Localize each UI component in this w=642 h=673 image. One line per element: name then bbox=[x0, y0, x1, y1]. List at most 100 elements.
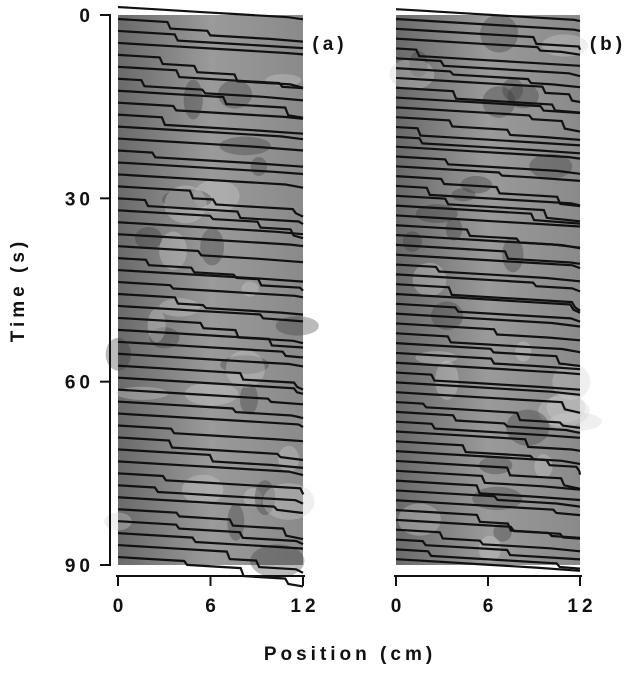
y-tick-label: 0 bbox=[79, 6, 94, 27]
slip-line bbox=[395, 27, 582, 51]
image-shade bbox=[183, 79, 203, 120]
slip-line bbox=[395, 391, 581, 414]
slip-line bbox=[395, 469, 581, 491]
slip-line bbox=[395, 538, 581, 561]
slip-line bbox=[117, 376, 304, 395]
slip-line bbox=[395, 292, 581, 314]
slip-line bbox=[395, 106, 581, 133]
slip-line bbox=[395, 233, 581, 249]
slip-line bbox=[117, 400, 304, 420]
slip-line bbox=[395, 67, 581, 89]
slip-line bbox=[117, 113, 304, 135]
slip-line bbox=[395, 420, 581, 439]
image-shade bbox=[460, 175, 493, 194]
slip-line bbox=[395, 86, 581, 114]
slip-line bbox=[395, 371, 581, 391]
slip-line bbox=[395, 155, 581, 175]
x-tick-label: 6 bbox=[205, 596, 220, 617]
slip-line bbox=[117, 89, 304, 119]
slip-line bbox=[395, 175, 581, 208]
image-shade bbox=[529, 153, 573, 179]
image-shade bbox=[538, 395, 590, 427]
image-shade bbox=[389, 58, 435, 90]
slip-line bbox=[395, 47, 581, 67]
image-shade bbox=[412, 262, 447, 297]
slip-line bbox=[117, 304, 304, 323]
image-shade bbox=[134, 226, 163, 250]
slip-line bbox=[395, 145, 581, 160]
image-shade bbox=[159, 231, 187, 270]
slip-line bbox=[395, 283, 581, 312]
slip-line bbox=[395, 8, 581, 23]
slip-line bbox=[395, 518, 581, 540]
slip-line bbox=[395, 508, 581, 539]
slip-line bbox=[395, 450, 582, 475]
slip-line bbox=[117, 245, 304, 264]
slip-line bbox=[117, 484, 304, 505]
y-tick-label: 30 bbox=[65, 189, 94, 210]
slip-line bbox=[395, 332, 581, 354]
slip-line bbox=[117, 221, 304, 236]
slip-line bbox=[395, 312, 581, 328]
image-shade bbox=[184, 382, 239, 406]
image-shade bbox=[225, 350, 265, 388]
slip-line bbox=[395, 351, 581, 371]
image-shade bbox=[181, 474, 224, 505]
space-time-image bbox=[389, 8, 602, 572]
slip-line bbox=[117, 29, 304, 50]
slip-line bbox=[395, 273, 581, 293]
image-shade bbox=[502, 236, 524, 273]
slip-line bbox=[117, 257, 304, 292]
x-tick-label: 12 bbox=[567, 596, 596, 617]
slip-line bbox=[117, 508, 304, 541]
slip-line bbox=[395, 37, 581, 56]
slip-line bbox=[395, 489, 581, 508]
slip-line bbox=[117, 352, 304, 368]
slip-line bbox=[117, 65, 304, 90]
image-shade bbox=[548, 412, 602, 432]
slip-line bbox=[395, 548, 581, 570]
image-shade bbox=[451, 188, 476, 202]
slip-line bbox=[117, 543, 304, 574]
slip-line bbox=[395, 381, 581, 396]
slip-line bbox=[395, 342, 581, 368]
slip-line bbox=[395, 243, 581, 265]
slip-line bbox=[117, 292, 304, 316]
slip-line bbox=[395, 57, 581, 78]
slip-line bbox=[117, 41, 304, 56]
x-tick-label: 12 bbox=[290, 596, 319, 617]
image-shade bbox=[147, 308, 166, 343]
space-time-image bbox=[104, 5, 319, 588]
slip-line bbox=[117, 340, 304, 359]
slip-line bbox=[117, 316, 304, 345]
image-shade bbox=[402, 231, 422, 252]
x-tick-label: 0 bbox=[113, 596, 128, 617]
image-shade bbox=[159, 298, 200, 317]
slip-line bbox=[395, 253, 581, 270]
image-shade bbox=[239, 383, 259, 415]
y-tick-label: 60 bbox=[65, 373, 94, 394]
slip-line bbox=[117, 197, 304, 226]
slip-line bbox=[117, 101, 304, 120]
slip-line bbox=[395, 361, 581, 376]
image-shade bbox=[116, 386, 169, 400]
slip-line bbox=[395, 322, 581, 342]
slip-line bbox=[117, 388, 304, 406]
slip-line bbox=[395, 125, 581, 147]
slip-line bbox=[117, 161, 304, 176]
image-shade bbox=[546, 392, 586, 423]
slip-line bbox=[395, 410, 581, 434]
slip-line bbox=[117, 364, 304, 391]
slip-line bbox=[395, 116, 581, 141]
slip-line bbox=[117, 472, 305, 495]
slip-line bbox=[395, 440, 581, 465]
slip-line bbox=[117, 77, 304, 102]
image-shade bbox=[250, 157, 268, 176]
slip-line bbox=[117, 436, 304, 462]
slip-line bbox=[395, 184, 581, 207]
image-shade bbox=[162, 188, 212, 211]
image-shade bbox=[515, 341, 532, 362]
image-shade bbox=[200, 228, 224, 266]
slip-line bbox=[395, 558, 581, 572]
